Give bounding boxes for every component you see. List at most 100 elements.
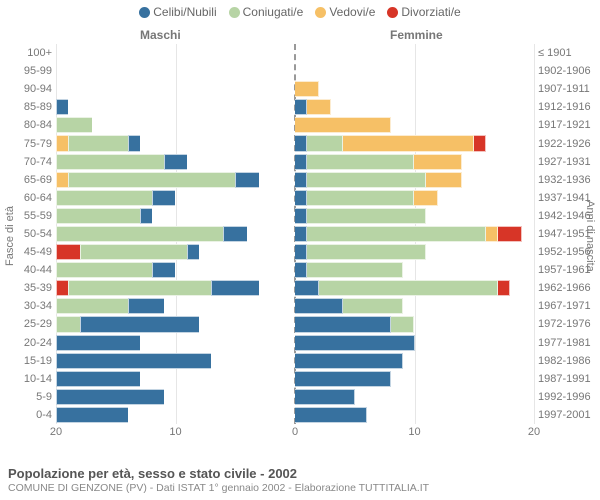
x-tick: 20 [528, 426, 540, 438]
male-bar [56, 335, 295, 351]
age-label: 90-94 [0, 83, 52, 95]
bar-segment [295, 298, 343, 314]
bar-segment [307, 208, 427, 224]
bar-segment [426, 172, 462, 188]
birth-label: 1912-1916 [538, 101, 598, 113]
birth-label: 1902-1906 [538, 65, 598, 77]
bar-segment [56, 389, 164, 405]
male-bar [56, 154, 295, 170]
male-bar [56, 172, 295, 188]
pyramid-row [56, 370, 534, 388]
x-tick: 10 [408, 426, 420, 438]
age-label: 30-34 [0, 300, 52, 312]
bar-segment [295, 244, 307, 260]
age-label: 70-74 [0, 156, 52, 168]
chart-title: Popolazione per età, sesso e stato civil… [8, 466, 592, 481]
chart-subtitle: COMUNE DI GENZONE (PV) - Dati ISTAT 1° g… [8, 482, 592, 494]
x-tick: 0 [292, 426, 298, 438]
bar-segment [307, 244, 427, 260]
pyramid-row [56, 261, 534, 279]
birth-label: 1922-1926 [538, 138, 598, 150]
male-bar [56, 371, 295, 387]
bar-segment [223, 226, 247, 242]
male-bar [56, 353, 295, 369]
bar-segment [295, 316, 391, 332]
female-bar [295, 81, 534, 97]
bar-segment [414, 190, 438, 206]
female-bar [295, 190, 534, 206]
bar-segment [307, 135, 343, 151]
female-bar [295, 172, 534, 188]
male-bar [56, 262, 295, 278]
female-bar [295, 63, 534, 79]
legend-label: Vedovi/e [329, 5, 375, 19]
bar-segment [56, 316, 80, 332]
bar-segment [295, 135, 307, 151]
male-bar [56, 45, 295, 61]
bar-segment [56, 335, 140, 351]
bar-segment [56, 298, 128, 314]
female-bar [295, 407, 534, 423]
bar-segment [128, 135, 140, 151]
bar-segment [295, 262, 307, 278]
bar-segment [235, 172, 259, 188]
population-pyramid: Celibi/NubiliConiugati/eVedovi/eDivorzia… [0, 0, 600, 500]
legend-label: Celibi/Nubili [153, 5, 216, 19]
bar-segment [128, 298, 164, 314]
pyramid-row [56, 171, 534, 189]
bar-segment [56, 135, 68, 151]
bar-segment [56, 262, 152, 278]
bar-segment [307, 262, 403, 278]
age-label: 20-24 [0, 337, 52, 349]
birth-label: 1997-2001 [538, 409, 598, 421]
bar-segment [80, 244, 188, 260]
male-bar [56, 298, 295, 314]
male-bar [56, 208, 295, 224]
birth-label: 1967-1971 [538, 300, 598, 312]
x-axis: 201001020 [56, 426, 534, 442]
pyramid-row [56, 134, 534, 152]
male-bar [56, 280, 295, 296]
pyramid-row [56, 225, 534, 243]
female-bar [295, 117, 534, 133]
bar-segment [307, 226, 486, 242]
pyramid-row [56, 189, 534, 207]
bar-segment [187, 244, 199, 260]
male-bar [56, 244, 295, 260]
bar-segment [56, 99, 68, 115]
bar-segment [295, 335, 415, 351]
pyramid-row [56, 98, 534, 116]
bar-segment [56, 172, 68, 188]
female-bar [295, 389, 534, 405]
age-axis-title: Fasce di età [4, 176, 16, 296]
age-label: 100+ [0, 47, 52, 59]
female-bar [295, 208, 534, 224]
bar-segment [68, 135, 128, 151]
female-bar [295, 135, 534, 151]
grid-line [534, 44, 535, 424]
legend-label: Divorziati/e [401, 5, 460, 19]
female-bar [295, 298, 534, 314]
bar-segment [486, 226, 498, 242]
pyramid-row [56, 388, 534, 406]
age-label: 5-9 [0, 391, 52, 403]
pyramid-row [56, 62, 534, 80]
pyramid-row [56, 153, 534, 171]
age-label: 80-84 [0, 119, 52, 131]
pyramid-row [56, 334, 534, 352]
male-bar [56, 117, 295, 133]
female-bar [295, 335, 534, 351]
bar-segment [319, 280, 498, 296]
pyramid-row [56, 406, 534, 424]
legend-item: Vedovi/e [315, 5, 375, 19]
birth-label: 1977-1981 [538, 337, 598, 349]
female-bar [295, 99, 534, 115]
male-bar [56, 190, 295, 206]
bar-segment [295, 226, 307, 242]
bar-segment [343, 298, 403, 314]
bar-segment [295, 389, 355, 405]
pyramid-row [56, 279, 534, 297]
chart-footer: Popolazione per età, sesso e stato civil… [8, 466, 592, 494]
bar-segment [295, 99, 307, 115]
birth-label: 1907-1911 [538, 83, 598, 95]
